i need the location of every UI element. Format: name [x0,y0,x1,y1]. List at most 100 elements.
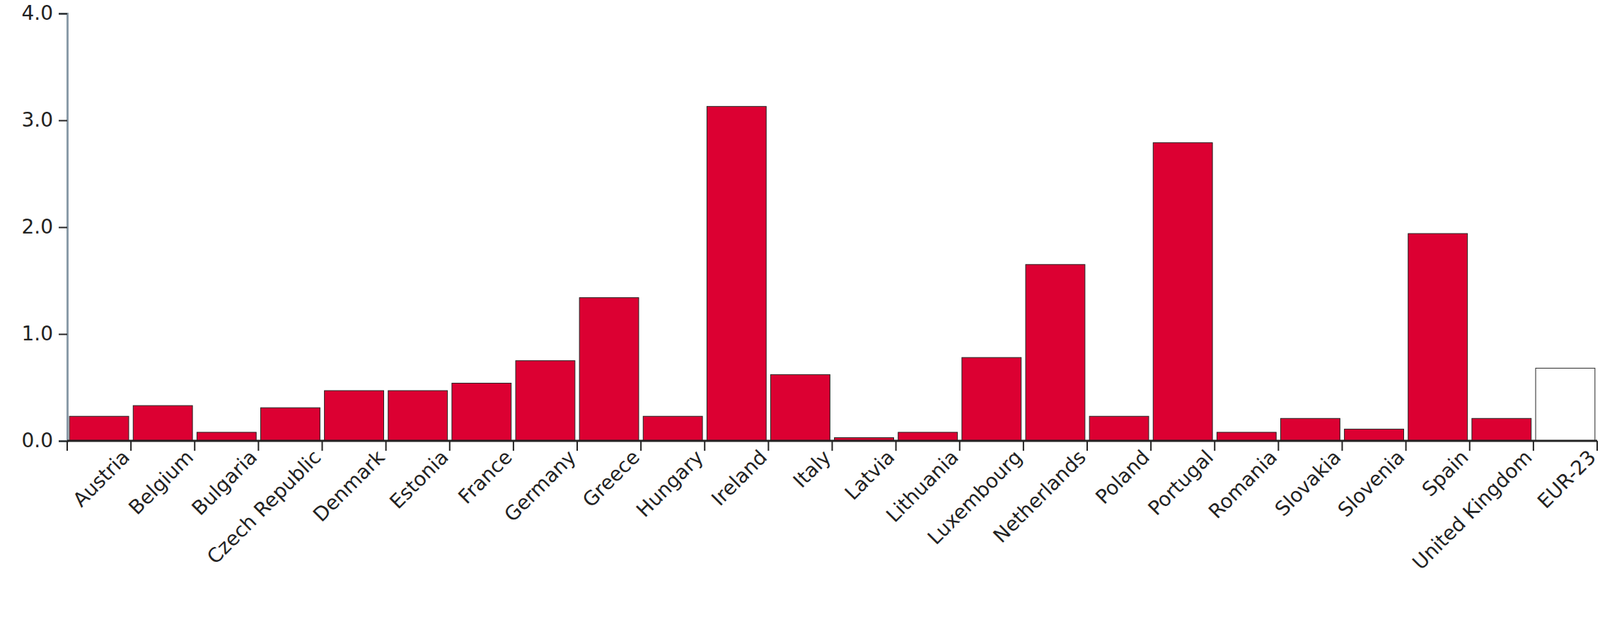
category-separator [1022,440,1025,451]
category-separator [959,440,961,451]
y-tick-mark [58,227,68,229]
bar [1216,432,1277,441]
x-tick-label: EUR-23 [1532,445,1600,514]
y-tick: 3.0 [21,108,68,132]
bars [69,106,1596,441]
category-separator [831,440,834,451]
bar [1471,418,1532,441]
y-tick-label: 1.0 [21,321,54,346]
x-tick: Slovenia [1333,445,1410,523]
x-tick: Denmark [308,444,390,527]
x-tick-label: Slovenia [1333,445,1410,523]
x-tick: France [453,445,517,509]
y-tick-mark [58,440,68,443]
y-tick-mark [58,120,68,122]
x-tick-label: Austria [68,445,135,512]
category-separator [640,440,642,451]
category-separators [67,440,1598,451]
bar [642,415,703,441]
x-tick-label: Belgium [123,445,199,520]
bar [770,374,831,441]
plot: 0.0 1.0 2.0 3.0 4.0 AustriaBelgiumBulgariaCze… [21,1,1600,574]
bar [261,407,321,441]
x-tick: Netherlands [988,445,1091,548]
x-tick: Latvia [840,445,900,506]
x-tick-label: Poland [1090,445,1154,509]
x-tick-label: France [453,445,517,509]
category-separator [576,440,578,451]
category-separator [321,440,324,451]
x-tick: Italy [788,445,836,493]
x-tick: EUR-23 [1532,445,1600,514]
x-tick-label: Czech Republic [202,445,326,569]
x-tick-label: Hungary [631,445,709,523]
category-separator [1469,440,1471,451]
category-separator [1150,440,1152,451]
x-tick: Czech Republic [202,445,326,569]
category-separator [193,440,196,451]
bar [579,297,639,441]
chart: 0.0 1.0 2.0 3.0 4.0 AustriaBelgiumBulgariaCze… [0,0,1600,622]
x-tick: Romania [1203,445,1282,524]
x-tick: United Kingdom [1407,445,1537,575]
category-separator [703,440,706,451]
x-tick-label: Italy [788,445,836,493]
category-separator [130,440,132,451]
y-tick-mark [58,333,68,336]
y-tick-label: 0.0 [21,428,54,452]
category-separator [257,440,259,451]
category-separator [449,440,451,451]
category-separator [895,440,897,451]
category-separator [385,440,387,451]
x-tick-label: Netherlands [988,445,1091,548]
category-separator [1213,440,1216,451]
x-tick-label: Ireland [706,445,772,511]
bar [324,390,385,441]
bar [1408,233,1468,441]
bar [961,357,1022,441]
category-separator [512,440,515,451]
x-tick: Spain [1417,445,1474,502]
bar [132,405,193,441]
bar [1535,367,1596,441]
x-tick-label: Spain [1417,445,1474,502]
x-tick: Austria [68,445,135,512]
y-tick-label: 3.0 [21,108,54,132]
category-separator [1341,440,1344,451]
category-separator [1277,440,1279,451]
bar [388,390,448,441]
bar [1089,415,1149,441]
bar [706,106,767,441]
bar [1280,418,1341,441]
y-axis: 0.0 1.0 2.0 3.0 4.0 [21,1,68,452]
category-separator [1532,440,1535,451]
y-tick-label: 4.0 [21,1,54,25]
bar [898,432,958,441]
category-separator [1405,440,1407,451]
y-tick-label: 2.0 [21,215,54,239]
bar [1025,264,1086,441]
x-tick-label: Romania [1203,445,1282,524]
x-tick: Germany [499,445,581,527]
x-tick: Slovakia [1270,445,1346,521]
x-tick-label: Germany [499,445,581,527]
x-tick: Ireland [706,445,772,511]
x-tick: Estonia [384,445,453,514]
category-separator [767,440,769,451]
category-separator [66,440,68,451]
x-tick-label: United Kingdom [1407,445,1537,575]
x-tick: Hungary [631,445,709,523]
x-tick-label: Slovakia [1270,445,1346,521]
bar [69,415,129,441]
x-axis: AustriaBelgiumBulgariaCzech RepublicDenm… [67,440,1600,575]
x-tick: Belgium [123,445,199,520]
bar [1152,142,1213,441]
category-separator [1086,440,1088,451]
bar [196,432,257,441]
x-tick-label: Denmark [308,444,390,527]
x-tick: Poland [1090,445,1154,509]
y-tick: 0.0 [21,428,68,452]
bar [515,360,576,441]
bar [451,382,512,441]
y-tick: 2.0 [21,215,68,239]
